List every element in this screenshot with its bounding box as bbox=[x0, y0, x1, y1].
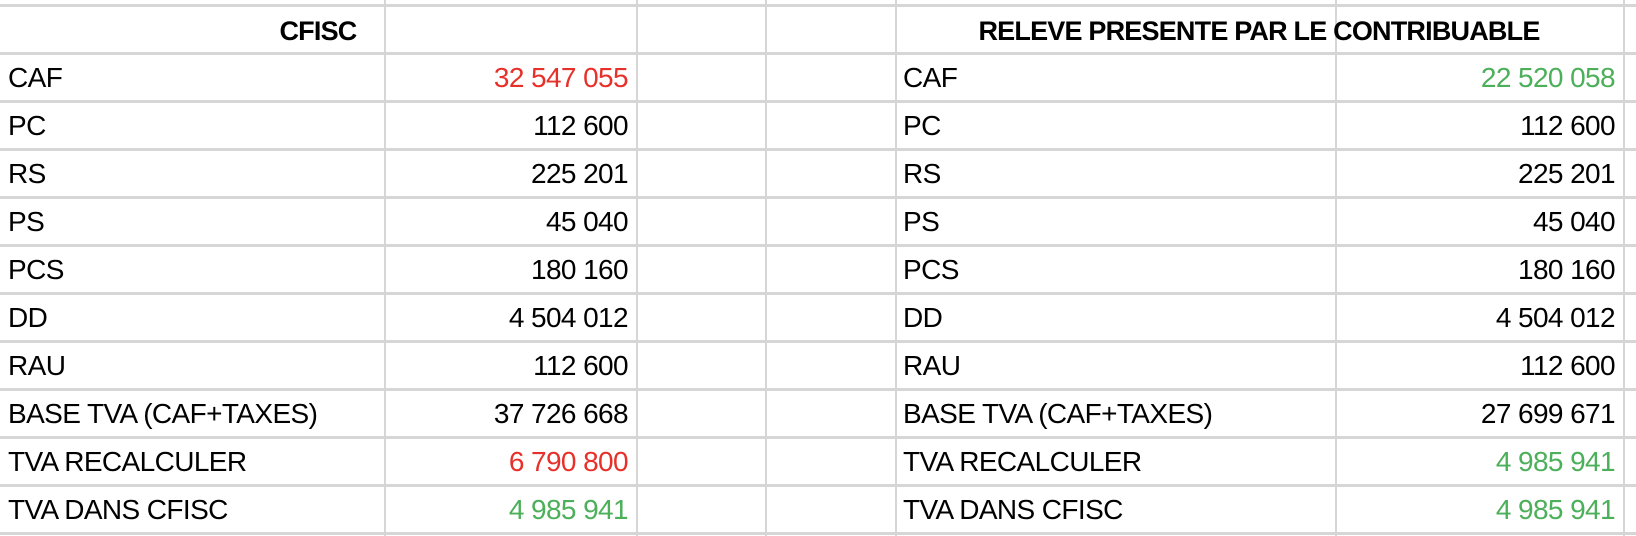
left-label-cell[interactable]: PS bbox=[8, 206, 45, 237]
left-label-cell[interactable]: TVA RECALCULER bbox=[8, 446, 247, 477]
table-row: DD 4 504 012 DD 4 504 012 bbox=[0, 293, 1636, 341]
right-label-cell[interactable]: PCS bbox=[903, 254, 959, 285]
left-value-cell[interactable]: 225 201 bbox=[530, 158, 629, 189]
right-label-cell[interactable]: BASE TVA (CAF+TAXES) bbox=[903, 398, 1213, 429]
right-label-cell[interactable]: DD bbox=[903, 302, 943, 333]
left-label-cell[interactable]: CAF bbox=[8, 62, 63, 93]
table-row: CAF 32 547 055 CAF 22 520 058 bbox=[0, 53, 1636, 101]
left-value-cell[interactable]: 4 504 012 bbox=[508, 302, 629, 333]
table-row: TVA DANS CFISC 4 985 941 TVA DANS CFISC 4 9… bbox=[0, 485, 1636, 533]
right-value-cell[interactable]: 45 040 bbox=[1532, 206, 1616, 237]
right-label-cell[interactable]: TVA RECALCULER bbox=[903, 446, 1142, 477]
column-gridline bbox=[895, 0, 897, 536]
right-label-cell[interactable]: CAF bbox=[903, 62, 958, 93]
column-gridline bbox=[1623, 0, 1625, 536]
row-gridline bbox=[0, 52, 1636, 55]
left-value-cell[interactable]: 6 790 800 bbox=[508, 446, 629, 477]
row-gridline bbox=[0, 532, 1636, 535]
right-label-cell[interactable]: RAU bbox=[903, 350, 961, 381]
row-gridline bbox=[0, 484, 1636, 487]
table-row: PC 112 600 PC 112 600 bbox=[0, 101, 1636, 149]
left-value-cell[interactable]: 45 040 bbox=[545, 206, 629, 237]
left-value-cell[interactable]: 112 600 bbox=[533, 110, 629, 141]
right-label-cell[interactable]: PC bbox=[903, 110, 941, 141]
left-value-cell[interactable]: 180 160 bbox=[530, 254, 629, 285]
left-label-cell[interactable]: BASE TVA (CAF+TAXES) bbox=[8, 398, 318, 429]
row-gridline bbox=[0, 436, 1636, 439]
column-gridline bbox=[384, 0, 386, 536]
right-value-cell[interactable]: 112 600 bbox=[1520, 350, 1616, 381]
row-gridline bbox=[0, 292, 1636, 295]
right-value-cell[interactable]: 225 201 bbox=[1517, 158, 1616, 189]
right-value-cell[interactable]: 22 520 058 bbox=[1480, 62, 1616, 93]
row-gridline bbox=[0, 4, 1636, 7]
row-gridline bbox=[0, 148, 1636, 151]
table-row: PS 45 040 PS 45 040 bbox=[0, 197, 1636, 245]
right-value-cell[interactable]: 4 985 941 bbox=[1495, 494, 1616, 525]
left-label-cell[interactable]: DD bbox=[8, 302, 48, 333]
table-row: RAU 112 600 RAU 112 600 bbox=[0, 341, 1636, 389]
row-gridline bbox=[0, 388, 1636, 391]
left-value-cell[interactable]: 4 985 941 bbox=[508, 494, 629, 525]
left-label-cell[interactable]: TVA DANS CFISC bbox=[8, 494, 228, 525]
row-gridline bbox=[0, 340, 1636, 343]
right-value-cell[interactable]: 4 985 941 bbox=[1495, 446, 1616, 477]
table-row: TVA RECALCULER 6 790 800 TVA RECALCULER 4 9… bbox=[0, 437, 1636, 485]
right-label-cell[interactable]: RS bbox=[903, 158, 941, 189]
left-label-cell[interactable]: RAU bbox=[8, 350, 66, 381]
right-label-cell[interactable]: PS bbox=[903, 206, 940, 237]
column-gridline bbox=[636, 0, 638, 536]
left-value-cell[interactable]: 32 547 055 bbox=[493, 62, 629, 93]
row-gridline bbox=[0, 196, 1636, 199]
column-gridline bbox=[1335, 0, 1337, 536]
right-value-cell[interactable]: 180 160 bbox=[1517, 254, 1616, 285]
right-value-cell[interactable]: 27 699 671 bbox=[1480, 398, 1616, 429]
left-label-cell[interactable]: PCS bbox=[8, 254, 64, 285]
right-label-cell[interactable]: TVA DANS CFISC bbox=[903, 494, 1123, 525]
table-row: BASE TVA (CAF+TAXES) 37 726 668 BASE TVA (… bbox=[0, 389, 1636, 437]
releve-header[interactable]: RELEVE PRESENTE PAR LE CONTRIBUABLE bbox=[978, 16, 1540, 46]
table-row: PCS 180 160 PCS 180 160 bbox=[0, 245, 1636, 293]
row-gridline bbox=[0, 100, 1636, 103]
left-value-cell[interactable]: 37 726 668 bbox=[493, 398, 629, 429]
right-value-cell[interactable]: 112 600 bbox=[1520, 110, 1616, 141]
right-value-cell[interactable]: 4 504 012 bbox=[1495, 302, 1616, 333]
column-gridline bbox=[765, 0, 767, 536]
left-label-cell[interactable]: PC bbox=[8, 110, 46, 141]
left-label-cell[interactable]: RS bbox=[8, 158, 46, 189]
left-value-cell[interactable]: 112 600 bbox=[533, 350, 629, 381]
cfisc-header[interactable]: CFISC bbox=[279, 16, 357, 46]
row-gridline bbox=[0, 244, 1636, 247]
table-row: RS 225 201 RS 225 201 bbox=[0, 149, 1636, 197]
